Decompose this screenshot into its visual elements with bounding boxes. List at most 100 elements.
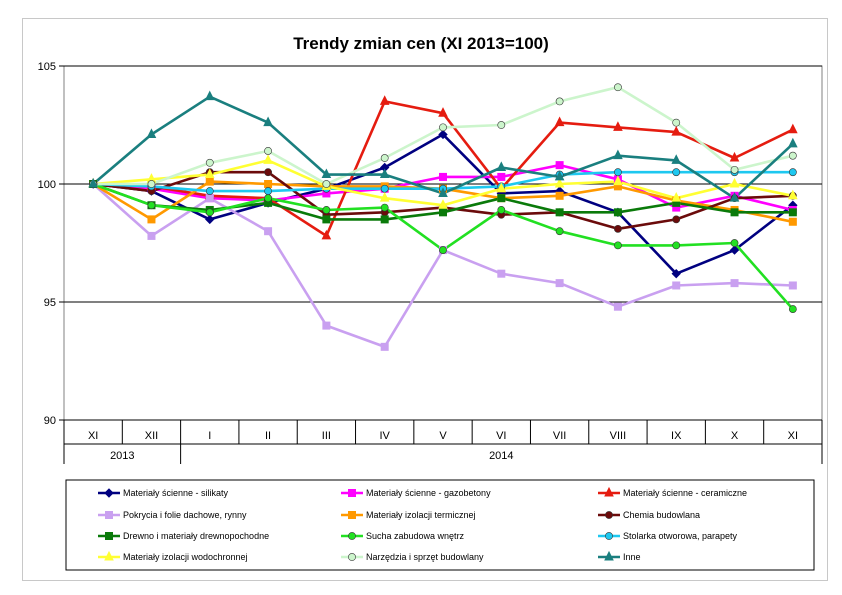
data-point-s10 [204,168,215,179]
data-point-s4 [380,342,389,351]
data-point-s3 [613,121,623,131]
data-point-s12 [204,90,215,101]
x-tick-label: IX [671,430,682,442]
legend-swatch-marker [604,486,614,497]
data-point-s7 [730,208,739,217]
data-point-s5 [264,180,273,188]
x-tick-label: VII [553,430,566,442]
data-point-s11 [555,97,564,106]
legend-swatch-marker [605,532,613,540]
data-point-s12 [379,168,390,179]
data-point-s8 [672,241,681,250]
data-point-s11 [614,83,622,92]
data-point-s4 [205,194,214,203]
data-point-s12 [321,168,332,179]
data-point-s8 [788,305,797,313]
data-point-s4 [730,279,739,288]
y-tick-label: 105 [38,61,56,73]
data-point-s11 [788,151,797,160]
legend: Materiały ścienne - silikaty Materiały śc… [65,479,815,571]
data-point-s4 [672,281,681,290]
legend-label: Drewno i materiały drewnopochodne [123,531,269,541]
data-point-s4 [147,231,156,240]
data-point-s1 [729,245,740,255]
legend-label: Chemia budowlana [623,510,700,520]
data-point-s8 [205,208,214,217]
data-point-s11 [147,180,156,188]
data-point-s10 [729,177,740,188]
data-point-s9 [205,187,214,195]
data-point-s9 [380,184,389,193]
data-point-s1 [438,129,448,140]
data-point-s9 [614,168,622,177]
data-point-s11 [497,121,506,129]
data-point-s11 [439,123,447,132]
data-point-s10 [379,192,390,202]
legend-label: Materiały izolacji wodochronnej [123,552,248,562]
data-point-s4 [497,269,506,278]
data-point-s10 [263,154,273,164]
data-point-s3 [554,116,565,127]
data-point-s5 [555,191,564,200]
x-tick-label: III [322,430,331,442]
x-tick-label: VI [496,430,506,442]
data-point-s10 [613,175,623,186]
data-point-s4 [322,321,331,330]
data-point-s6 [264,168,272,177]
data-point-s7 [555,208,564,217]
x-tick-label: XII [145,430,158,442]
x-tick-label: II [265,430,271,442]
x-tick-label: VIII [610,430,627,442]
data-point-s2 [497,172,506,181]
data-point-s2 [439,172,447,181]
legend-label: Pokrycia i folie dachowe, rynny [123,510,247,520]
data-point-s12 [438,187,448,197]
data-point-s8 [614,241,622,250]
data-point-s5 [205,177,214,186]
data-point-s10 [554,177,565,188]
data-point-s3 [438,107,448,117]
legend-label: Materiały ścienne - silikaty [123,488,229,498]
series-markers [88,83,798,351]
x-tick-label: V [439,430,447,442]
data-point-s4 [613,302,622,311]
data-point-s7 [497,194,506,203]
legend-swatch-marker [348,553,356,561]
data-point-s12 [263,116,273,127]
y-tick-label: 95 [44,297,56,309]
legend-swatch-marker [105,532,113,540]
data-point-s12 [788,137,798,148]
data-point-s4 [555,279,564,288]
legend-swatch-marker [604,550,614,561]
x-tick-label: XI [788,430,798,442]
y-tick-label: 90 [44,415,56,427]
data-point-s11 [380,154,389,162]
data-point-s6 [672,215,681,224]
data-point-s5 [147,215,156,224]
data-point-s12 [88,177,98,188]
data-point-s8 [147,201,156,210]
data-point-s2 [555,161,564,170]
year-label: 2013 [110,450,134,462]
x-tick-label: XI [88,430,98,442]
data-point-s8 [497,206,506,214]
data-point-s7 [613,208,622,217]
data-point-s10 [496,182,507,193]
legend-swatch-marker [104,488,114,498]
data-point-s6 [614,224,622,233]
data-point-s9 [672,168,681,177]
legend-label: Sucha zabudowa wnętrz [366,531,465,541]
data-point-s11 [264,147,272,155]
chart-frame [22,18,828,581]
data-point-s4 [264,227,273,236]
legend-label: Inne [623,552,641,562]
data-point-s8 [322,206,331,214]
legend-label: Materiały izolacji termicznej [366,510,476,520]
data-point-s1 [671,268,681,279]
y-tick-label: 100 [38,179,56,191]
data-point-s7 [788,208,797,217]
data-point-s8 [439,246,447,254]
chart-title: Trendy zmian cen (XI 2013=100) [293,34,549,53]
data-point-s12 [554,170,565,181]
